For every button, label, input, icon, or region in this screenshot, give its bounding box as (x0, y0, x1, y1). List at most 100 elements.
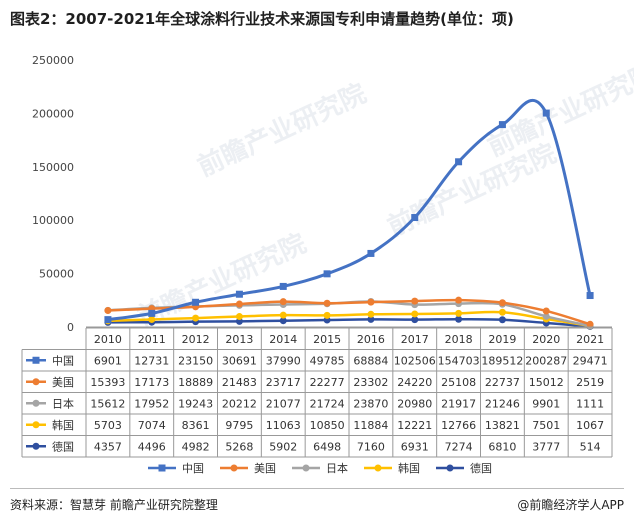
data-point (279, 298, 287, 306)
series-line-韩国 (107, 310, 591, 328)
table-legend-marker (32, 421, 40, 429)
table-cell-value: 4357 (94, 440, 122, 453)
table-cell-value: 13821 (485, 419, 520, 432)
data-point (455, 315, 463, 323)
legend-label: 韩国 (398, 461, 420, 475)
table-cell-value: 10850 (310, 419, 345, 432)
data-point (367, 310, 375, 318)
table-legend-marker (32, 399, 40, 407)
legend-label: 德国 (470, 461, 492, 475)
brand-note: @前瞻经济学人APP (517, 498, 624, 512)
table-cell-value: 8361 (182, 419, 210, 432)
data-point (498, 299, 506, 307)
table-cell-value: 24220 (397, 376, 432, 389)
table-cell-value: 514 (580, 440, 601, 453)
series-line-美国 (107, 298, 591, 326)
y-tick-label: 150000 (32, 161, 74, 174)
table-cell-value: 12731 (134, 354, 169, 367)
legend-label: 美国 (254, 462, 276, 475)
table-cell-value: 17173 (134, 376, 169, 389)
data-point (323, 270, 331, 278)
table-series-label: 日本 (52, 396, 74, 410)
source-note: 资料来源：智慧芽 前瞻产业研究院整理 (10, 498, 218, 512)
data-point (279, 282, 287, 290)
table-legend-marker (32, 378, 40, 386)
legend-marker (446, 464, 454, 472)
data-point (279, 317, 287, 325)
table-cell-value: 21917 (441, 397, 476, 410)
table-cell-value: 20980 (397, 397, 432, 410)
table-cell-value: 102506 (394, 354, 436, 367)
table-cell-value: 4496 (138, 440, 166, 453)
x-tick-label: 2015 (313, 333, 341, 346)
data-point (367, 249, 375, 257)
series-line-德国 (107, 317, 591, 328)
table-cell-value: 4982 (182, 440, 210, 453)
table-cell-value: 154703 (438, 354, 480, 367)
table-cell-value: 12766 (441, 419, 476, 432)
table-cell-value: 15012 (529, 376, 564, 389)
table-cell-value: 9901 (532, 397, 560, 410)
data-point (367, 315, 375, 323)
data-point (279, 311, 287, 319)
data-point (235, 290, 243, 298)
data-point (148, 309, 156, 317)
legend-marker (374, 464, 382, 472)
table-cell-value: 20212 (222, 397, 257, 410)
data-point (542, 109, 550, 117)
table-cell-value: 1111 (576, 397, 604, 410)
table-cell-value: 3777 (532, 440, 560, 453)
table-cell-value: 21724 (310, 397, 345, 410)
table-cell-value: 12221 (397, 419, 432, 432)
data-point (542, 312, 550, 320)
table-cell-value: 22737 (485, 376, 520, 389)
data-point (192, 314, 200, 322)
legend-label: 日本 (326, 461, 348, 475)
data-point (498, 308, 506, 316)
table-cell-value: 23150 (178, 354, 213, 367)
table-cell-value: 2519 (576, 376, 604, 389)
table-cell-value: 11063 (266, 419, 301, 432)
table-cell-value: 11884 (353, 419, 388, 432)
table-cell-value: 189512 (481, 354, 523, 367)
x-tick-label: 2020 (532, 333, 560, 346)
data-point (323, 299, 331, 307)
x-tick-label: 2017 (401, 333, 429, 346)
table-cell-value: 21483 (222, 376, 257, 389)
data-point (411, 316, 419, 324)
x-tick-label: 2018 (445, 333, 473, 346)
table-cell-value: 7501 (532, 419, 560, 432)
table-cell-value: 9795 (225, 419, 253, 432)
chart-title: 图表2：2007-2021年全球涂料行业技术来源国专利申请量趋势(单位：项) (10, 10, 514, 28)
table-cell-value: 6498 (313, 440, 341, 453)
table-cell-value: 23717 (266, 376, 301, 389)
table-cell-value: 5703 (94, 419, 122, 432)
data-point (104, 307, 112, 315)
table-cell-value: 22277 (310, 376, 345, 389)
line-chart: 0 50000 100000 150000 200000 250000 2010 2011 20… (21, 54, 613, 475)
table-cell-value: 5268 (225, 440, 253, 453)
y-tick-label: 100000 (32, 214, 74, 227)
data-point (542, 307, 550, 315)
table-cell-value: 21246 (485, 397, 520, 410)
table-series-label: 德国 (52, 439, 74, 453)
x-tick-label: 2013 (225, 333, 253, 346)
table-series-label: 中国 (52, 354, 74, 367)
data-point (104, 316, 112, 324)
data-point (498, 316, 506, 324)
x-tick-label: 2011 (138, 333, 166, 346)
data-point (411, 297, 419, 305)
data-point (323, 311, 331, 319)
table-cell-value: 7074 (138, 419, 166, 432)
table-cell-value: 18889 (178, 376, 213, 389)
y-tick-label: 250000 (32, 54, 74, 67)
table-cell-value: 68884 (353, 354, 388, 367)
table-cell-value: 23870 (353, 397, 388, 410)
data-point (367, 298, 375, 306)
data-point (498, 121, 506, 129)
table-cell-value: 17952 (134, 397, 169, 410)
table-cell-value: 49785 (310, 354, 345, 367)
x-tick-label: 2021 (576, 333, 604, 346)
table-cell-value: 200287 (525, 354, 567, 367)
x-tick-label: 2010 (94, 333, 122, 346)
